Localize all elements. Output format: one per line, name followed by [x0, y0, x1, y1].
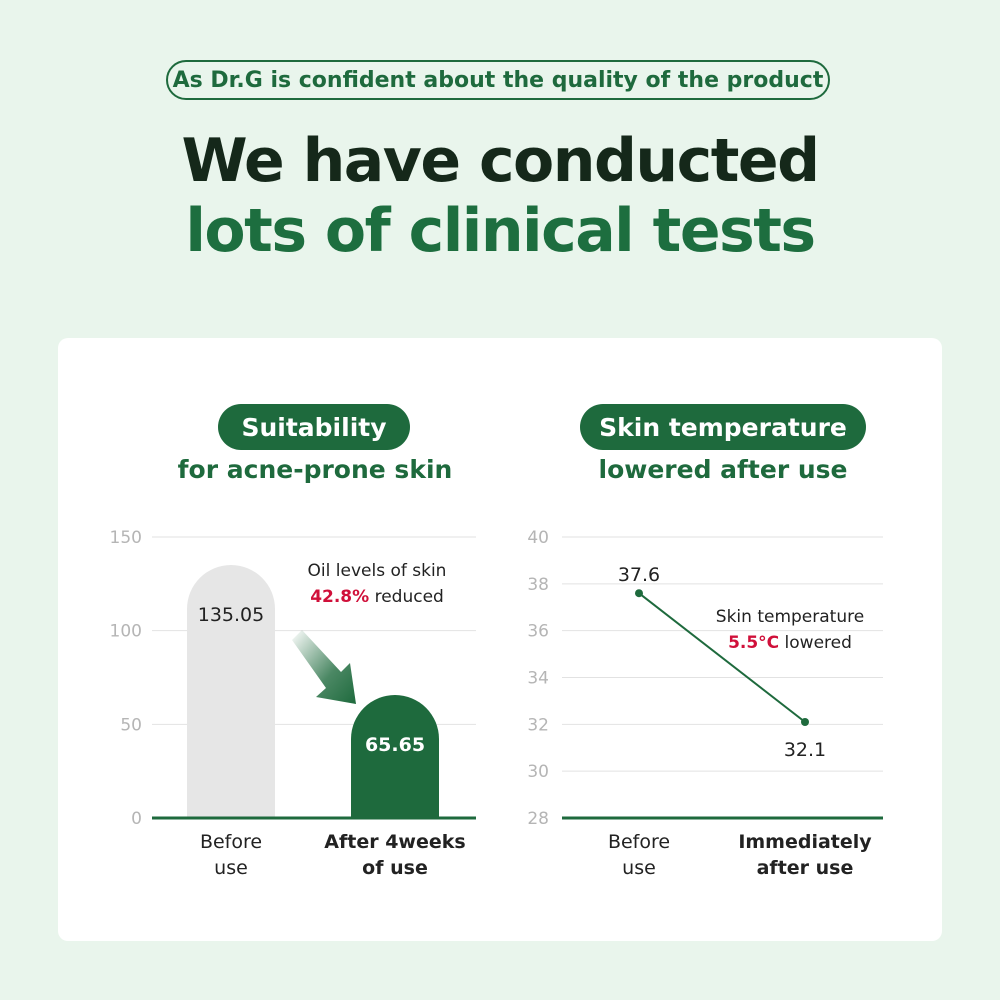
bar-before	[187, 565, 275, 818]
oil-annotation-rest: reduced	[369, 587, 444, 607]
x-category-label: after use	[757, 857, 854, 879]
reduction-arrow-icon	[292, 630, 356, 704]
y-tick-label: 34	[527, 669, 549, 689]
y-tick-label: 30	[527, 762, 549, 782]
tagline-text: As Dr.G is confident about the quality o…	[172, 67, 824, 93]
oil-chart-title-pill: Suitability	[218, 404, 410, 450]
temperature-line-chart: 28 30 32 34 36 38 40 37.6 32.1 Before use Immediate…	[527, 528, 883, 879]
oil-reduction-percent: 42.8%	[310, 587, 369, 607]
oil-bar-chart: 0 50 100 150 135.05 Before use 65.65 After 4week…	[110, 528, 476, 879]
data-point	[801, 717, 809, 726]
x-category-label: After 4weeks	[324, 831, 465, 853]
y-tick-label: 100	[110, 622, 142, 642]
temp-annotation-rest: lowered	[779, 633, 852, 653]
y-tick-label: 40	[527, 528, 549, 548]
y-tick-label: 0	[131, 809, 142, 829]
data-point	[635, 589, 643, 598]
x-category-label: Before	[608, 831, 670, 853]
temp-chart-title: Skin temperature	[599, 412, 847, 442]
temp-annotation-line2: 5.5°C lowered	[728, 633, 852, 653]
oil-chart-subtitle: for acne-prone skin	[177, 455, 453, 484]
tagline-pill: As Dr.G is confident about the quality o…	[166, 60, 830, 100]
x-category-label: of use	[362, 857, 428, 879]
temp-lowered-amount: 5.5°C	[728, 633, 779, 653]
temperature-series-line	[638, 592, 806, 723]
x-category-label: Before	[200, 831, 262, 853]
x-category-label: Immediately	[738, 831, 872, 853]
x-category-label: use	[622, 857, 656, 879]
oil-chart-title: Suitability	[241, 412, 387, 442]
bar-after	[351, 695, 439, 818]
temp-annotation-line1: Skin temperature	[716, 607, 864, 627]
x-category-label: use	[214, 857, 248, 879]
bar-value-label: 135.05	[198, 604, 264, 626]
headline-line-2: lots of clinical tests	[185, 196, 816, 266]
y-tick-label: 36	[527, 622, 549, 642]
y-tick-label: 150	[110, 528, 142, 548]
oil-annotation-line1: Oil levels of skin	[308, 561, 447, 581]
y-tick-label: 28	[527, 809, 549, 829]
headline-line-1: We have conducted	[181, 126, 820, 196]
point-value-label: 32.1	[784, 739, 826, 761]
oil-annotation-line2: 42.8% reduced	[310, 587, 444, 607]
y-tick-label: 50	[120, 715, 142, 735]
temp-chart-title-pill: Skin temperature	[580, 404, 866, 450]
point-value-label: 37.6	[618, 564, 660, 586]
y-tick-label: 38	[527, 575, 549, 595]
bar-value-label: 65.65	[365, 734, 425, 756]
y-tick-label: 32	[527, 715, 549, 735]
temp-chart-subtitle: lowered after use	[598, 455, 848, 484]
